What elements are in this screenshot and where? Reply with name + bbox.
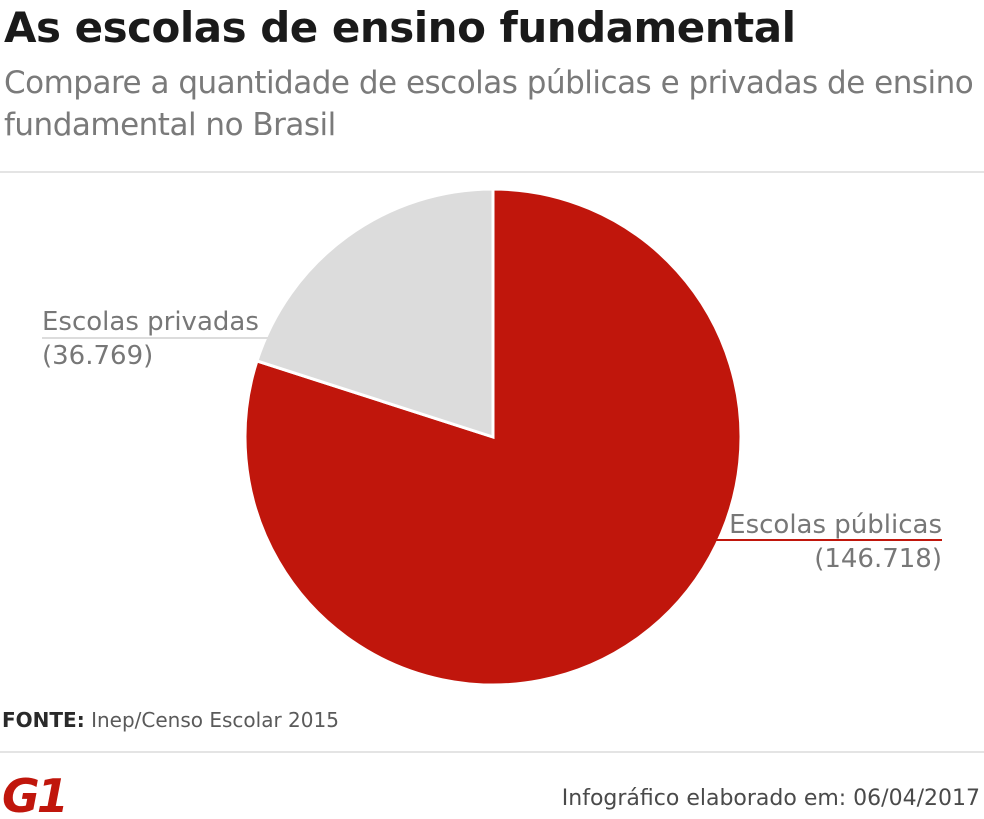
pie-slice-escolas-privadas (255, 187, 495, 440)
chart-subtitle: Compare a quantidade de escolas públicas… (4, 65, 974, 143)
credit-note: Infográfico elaborado em: 06/04/2017 (561, 786, 980, 811)
pie-slice-escolas-publicas (243, 187, 743, 687)
source-note: FONTE: Inep/Censo Escolar 2015 (2, 708, 339, 732)
top-divider (0, 171, 984, 173)
slice-value-escolas-privadas: (36.769) (42, 341, 153, 371)
source-label: FONTE: (2, 708, 85, 732)
slice-label-escolas-privadas: Escolas privadas (42, 307, 259, 337)
slice-label-escolas-publicas: Escolas públicas (729, 510, 942, 540)
bottom-divider (0, 751, 984, 753)
slice-value-escolas-publicas: (146.718) (814, 544, 942, 574)
g1-logo: G1 (2, 769, 64, 818)
logo-text: G1 (2, 769, 64, 818)
chart-title: As escolas de ensino fundamental (4, 3, 796, 52)
source-text: Inep/Censo Escolar 2015 (91, 708, 339, 732)
